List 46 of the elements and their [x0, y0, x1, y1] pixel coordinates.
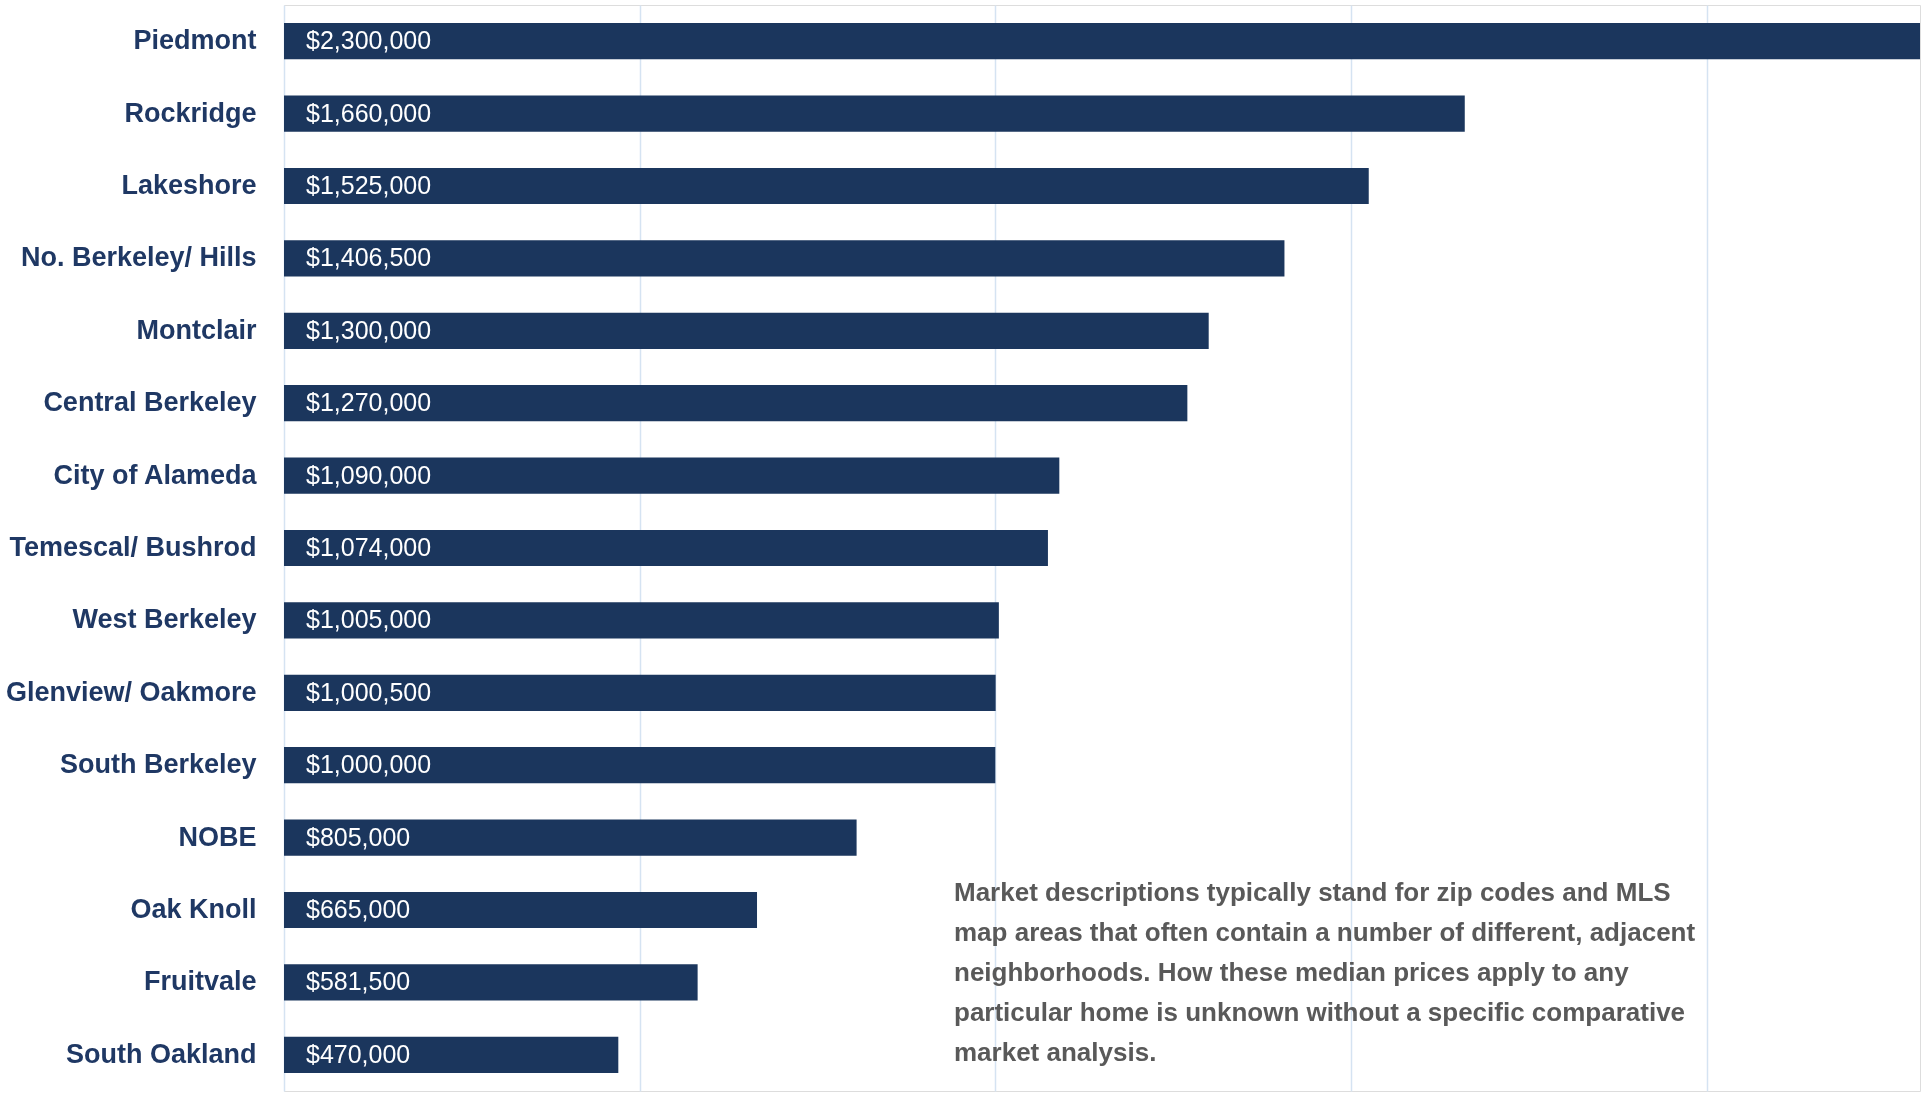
- bar: [284, 385, 1188, 422]
- data-label: $1,660,000: [306, 98, 432, 127]
- y-tick-label: Central Berkeley: [43, 387, 257, 418]
- y-tick-label: City of Alameda: [53, 459, 258, 490]
- bar: [284, 602, 999, 639]
- data-label: $1,000,000: [306, 750, 432, 779]
- data-label: $581,500: [306, 967, 411, 996]
- y-tick-label: South Berkeley: [59, 749, 257, 780]
- bar: [284, 674, 996, 711]
- annotation: Market descriptions typically stand for zip codes and MLS map areas that often contain a number of different, adjacent neighborhoods. How these median prices apply to any particular home is unknown without a specific comparative market analysis.: [954, 877, 1696, 1067]
- data-label: $1,074,000: [306, 533, 432, 561]
- data-label: $1,005,000: [306, 605, 432, 634]
- y-tick-label: Piedmont: [133, 25, 257, 56]
- bar: [284, 529, 1048, 567]
- data-label: $805,000: [306, 822, 411, 851]
- y-tick-label: Lakeshore: [121, 170, 257, 200]
- bar: [284, 167, 1369, 205]
- y-tick-label: Rockridge: [124, 97, 257, 128]
- data-label: $1,300,000: [306, 315, 432, 344]
- y-tick-label: No. Berkeley/ Hills: [20, 242, 257, 273]
- data-label: $1,406,500: [306, 243, 432, 272]
- bar: [284, 819, 857, 856]
- bar: [284, 23, 1920, 60]
- y-tick-label: South Oakland: [65, 1038, 257, 1069]
- bar: [284, 240, 1285, 277]
- y-tick-label: Glenview/ Oakmore: [5, 676, 257, 707]
- y-tick-label: NOBE: [178, 821, 257, 852]
- data-label: $1,000,500: [306, 677, 432, 706]
- bar: [284, 964, 698, 1001]
- data-label: $470,000: [306, 1039, 411, 1068]
- bar: [284, 457, 1060, 494]
- data-label: $1,525,000: [306, 171, 432, 199]
- y-tick-label: Oak Knoll: [130, 894, 257, 924]
- data-label: $1,270,000: [306, 388, 432, 417]
- bar: [284, 312, 1209, 349]
- bar: [284, 891, 758, 929]
- y-tick-label: Montclair: [136, 314, 257, 345]
- bar: [284, 95, 1465, 132]
- bar: [284, 747, 996, 784]
- y-tick-label: West Berkeley: [72, 604, 257, 635]
- y-tick-label: Fruitvale: [143, 966, 257, 997]
- data-label: $1,090,000: [306, 460, 432, 489]
- y-tick-label: Temescal/ Bushrod: [9, 532, 257, 562]
- bar: [284, 1036, 619, 1073]
- data-label: $665,000: [306, 895, 411, 923]
- data-label: $2,300,000: [306, 26, 432, 55]
